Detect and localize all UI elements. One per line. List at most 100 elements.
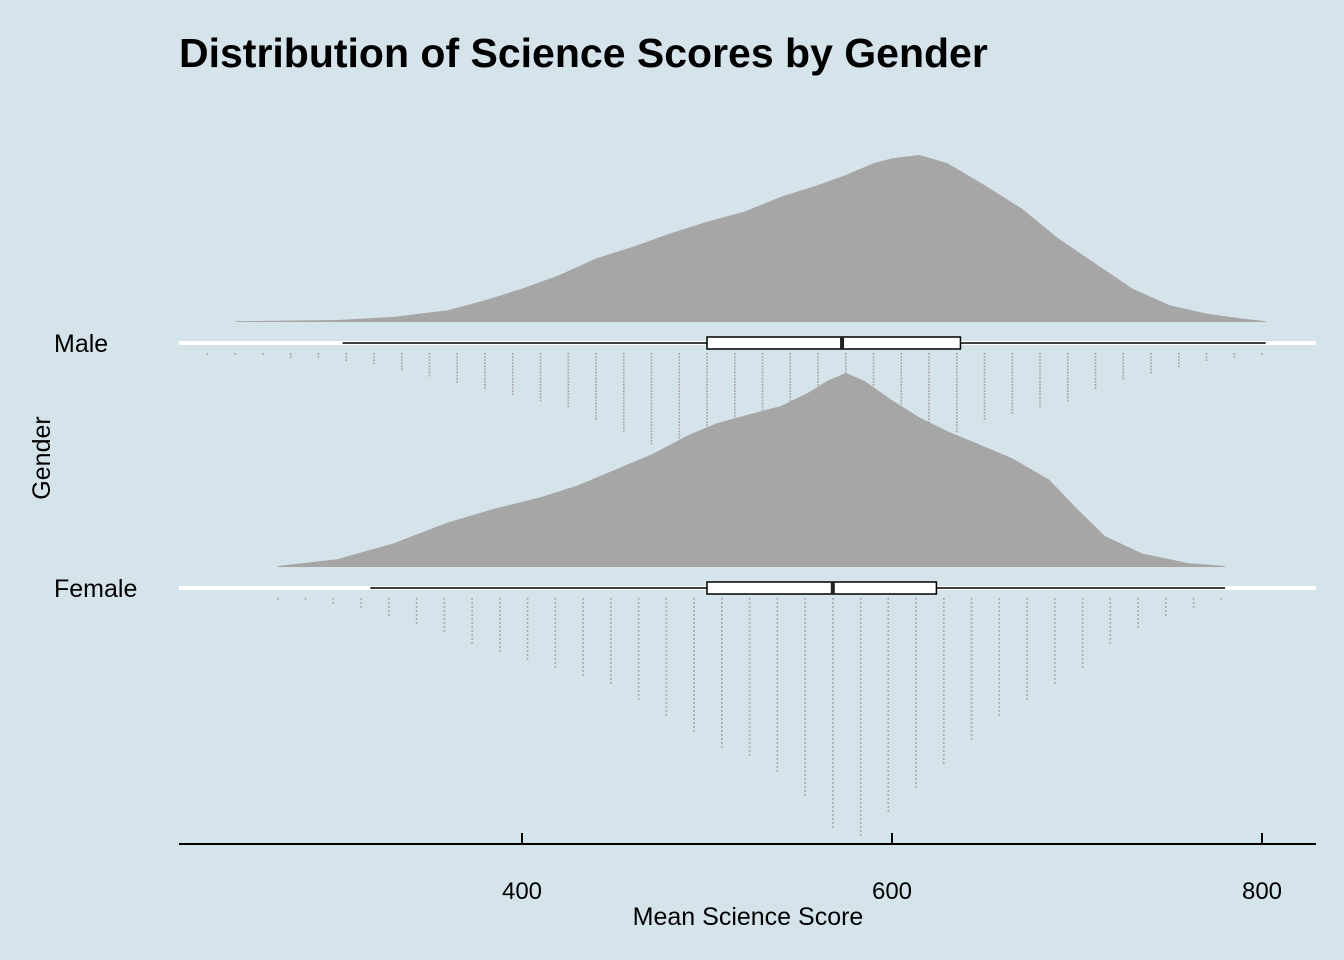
dot: [804, 694, 806, 696]
dot: [804, 794, 806, 796]
dot: [595, 356, 597, 358]
dot: [789, 384, 792, 386]
dot: [706, 390, 708, 392]
dot: [998, 698, 1001, 700]
dot: [693, 694, 695, 696]
dot: [804, 678, 806, 680]
dot: [789, 368, 792, 371]
dot: [887, 598, 890, 600]
dot: [693, 714, 695, 716]
dot: [1081, 642, 1084, 644]
dot: [915, 642, 917, 644]
dot: [804, 714, 806, 716]
dot: [776, 670, 779, 672]
dot: [859, 830, 862, 832]
dot: [623, 356, 625, 358]
dot: [943, 718, 945, 720]
dot: [817, 356, 819, 358]
dot: [804, 742, 806, 744]
dot: [887, 674, 890, 676]
dot: [511, 365, 514, 368]
dot: [943, 730, 945, 732]
dot: [693, 686, 695, 688]
dot: [1011, 390, 1014, 392]
dot: [637, 666, 640, 668]
dot: [748, 718, 751, 720]
dot: [956, 390, 958, 392]
dot: [983, 368, 986, 371]
dot: [983, 396, 986, 399]
dot: [595, 390, 597, 392]
dot: [1011, 377, 1014, 380]
dot: [804, 718, 806, 720]
dot: [1122, 359, 1125, 361]
dot: [1067, 377, 1069, 380]
dot: [1067, 365, 1069, 368]
dot: [610, 642, 612, 644]
dot: [748, 610, 751, 612]
dot: [623, 402, 625, 405]
dot: [678, 387, 681, 389]
dot: [554, 622, 557, 624]
dot: [428, 362, 431, 365]
dot: [721, 622, 723, 624]
dot: [832, 802, 834, 804]
dot: [595, 415, 597, 417]
dot: [637, 598, 640, 600]
dot: [804, 602, 806, 604]
density-male: [235, 155, 1266, 322]
dot: [748, 666, 751, 668]
dot: [721, 606, 723, 608]
dot: [900, 371, 903, 374]
dot: [832, 642, 834, 644]
dot: [789, 396, 792, 399]
dot: [511, 390, 514, 392]
dot: [915, 754, 917, 756]
dot: [872, 353, 875, 355]
dot: [1026, 694, 1028, 696]
dot: [776, 690, 779, 692]
dot: [943, 654, 945, 656]
dot: [956, 368, 958, 371]
dot: [526, 614, 529, 616]
dot: [970, 610, 973, 612]
dot: [776, 602, 779, 604]
dot: [526, 626, 529, 628]
dot: [623, 393, 625, 396]
dot: [761, 371, 764, 374]
dot: [526, 642, 529, 644]
dot: [761, 368, 764, 371]
dot: [776, 730, 779, 732]
dot: [637, 606, 640, 608]
dot: [637, 650, 640, 652]
dot: [1122, 356, 1125, 358]
dot: [484, 362, 486, 365]
dot: [678, 353, 681, 355]
dot: [693, 646, 695, 648]
dot: [554, 646, 557, 648]
dot: [637, 610, 640, 612]
dot: [776, 698, 779, 700]
dot: [637, 622, 640, 624]
dot: [1011, 356, 1014, 358]
dot: [693, 662, 695, 664]
dot: [721, 638, 723, 640]
dot: [554, 666, 557, 668]
dot: [943, 642, 945, 644]
dot: [539, 399, 542, 402]
dot: [970, 698, 973, 700]
dot: [817, 362, 819, 365]
dot: [887, 646, 890, 648]
dot: [415, 614, 418, 616]
dot: [832, 714, 834, 716]
dot: [915, 678, 917, 680]
dot: [706, 418, 708, 420]
dot: [1054, 666, 1056, 668]
dot: [471, 634, 473, 636]
dot: [956, 418, 958, 420]
dot: [748, 634, 751, 636]
dot: [1026, 602, 1028, 604]
dot: [887, 658, 890, 660]
dot: [1011, 365, 1014, 368]
dot: [582, 622, 584, 624]
